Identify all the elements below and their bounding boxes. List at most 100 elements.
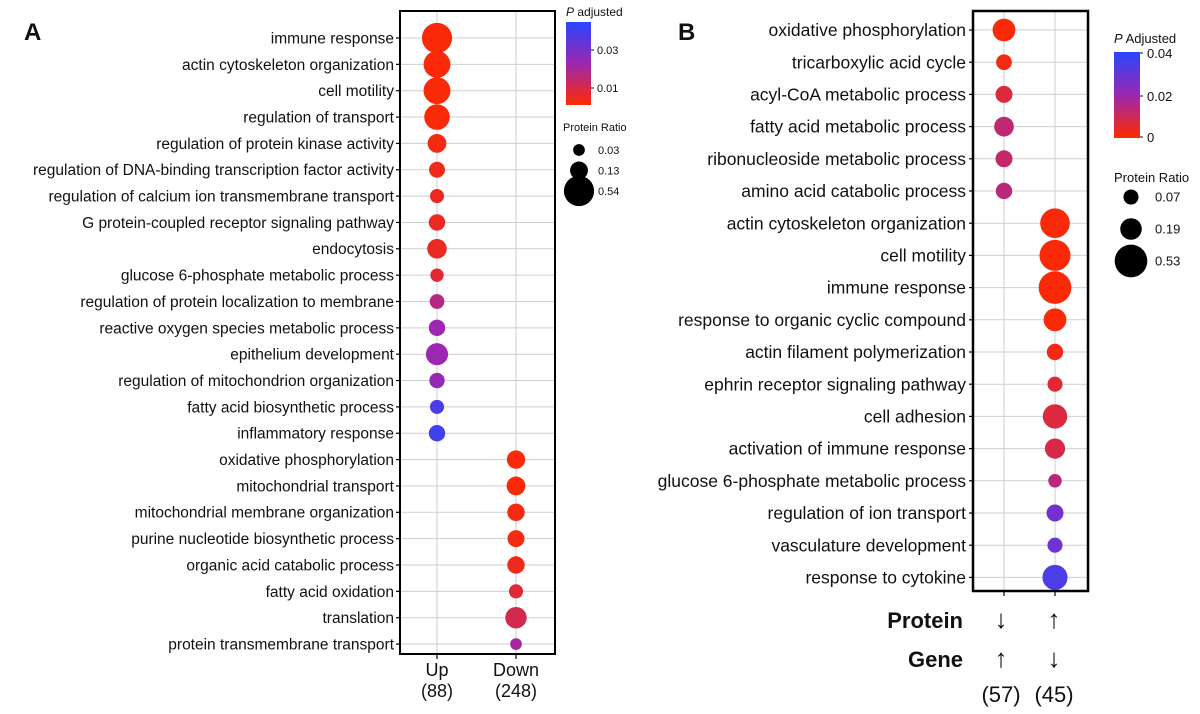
y-tick-label: immune response: [827, 278, 966, 298]
size-legend-label: 0.03: [598, 145, 619, 157]
y-tick-label: regulation of protein localization to me…: [80, 294, 394, 311]
y-tick-label: regulation of ion transport: [768, 503, 967, 523]
y-tick-label: tricarboxylic acid cycle: [792, 52, 966, 72]
protein-direction-col1: ↓: [995, 604, 1008, 634]
enrichment-dot: [1040, 208, 1070, 239]
enrichment-dot: [1044, 438, 1066, 459]
y-tick-label: regulation of transport: [243, 109, 394, 126]
enrichment-dot: [505, 606, 527, 629]
y-tick-label: mitochondrial membrane organization: [135, 505, 394, 522]
enrichment-dot: [510, 638, 522, 650]
size-legend-label: 0.54: [598, 186, 619, 198]
y-tick-label: actin cytoskeleton organization: [182, 57, 394, 74]
panel-b-color-tick: 0.02: [1147, 89, 1172, 104]
panel-a-frame: [399, 10, 556, 655]
y-tick-label: organic acid catabolic process: [186, 557, 394, 574]
panel-a-legend: P adjusted 0.03 0.01 Protein Ratio 0.030…: [563, 5, 627, 207]
enrichment-dot: [506, 476, 526, 496]
y-tick-label: purine nucleotide biosynthetic process: [131, 531, 394, 548]
size-legend-dot: [1120, 218, 1142, 240]
y-tick-label: protein transmembrane transport: [168, 636, 394, 653]
enrichment-dot: [428, 319, 446, 337]
size-legend-label: 0.53: [1155, 254, 1180, 269]
x-tick-label: Down: [493, 660, 539, 680]
enrichment-dot: [1038, 271, 1072, 304]
panel-b-color-legend-title-p: P: [1114, 31, 1123, 46]
panel-b-y-labels: oxidative phosphorylation tricarboxylic a…: [658, 20, 967, 587]
panel-b-frame: [971, 9, 1090, 593]
y-tick-label: cell motility: [880, 246, 966, 266]
y-tick-label: oxidative phosphorylation: [219, 452, 394, 469]
enrichment-dot: [507, 503, 525, 522]
enrichment-dot: [995, 182, 1013, 200]
enrichment-dot: [429, 161, 445, 178]
panel-a-color-legend-title-rest: adjusted: [574, 5, 623, 19]
panel-a-size-legend-title: Protein Ratio: [563, 122, 627, 134]
panel-a-points: [421, 22, 527, 650]
enrichment-dot: [428, 214, 446, 231]
enrichment-dot: [506, 450, 526, 469]
gene-direction-col1: ↑: [995, 643, 1008, 673]
y-tick-label: ephrin receptor signaling pathway: [704, 374, 966, 394]
panel-a-gridlines: [396, 12, 555, 653]
gene-row-label: Gene: [908, 647, 963, 672]
enrichment-dot: [508, 584, 524, 599]
x-tick-label: Up: [425, 660, 448, 680]
panel-b-letter: B: [678, 19, 695, 46]
y-tick-label: response to organic cyclic compound: [678, 310, 966, 330]
enrichment-dot: [428, 425, 446, 442]
panel-b-points: [992, 18, 1072, 590]
panel-a-color-tick: 0.03: [597, 45, 618, 57]
enrichment-dot: [424, 104, 450, 130]
panel-b-size-legend: 0.07 0.19 0.53: [1114, 189, 1180, 278]
enrichment-dot: [1047, 376, 1063, 392]
enrichment-dot: [430, 268, 444, 282]
enrichment-dot: [429, 399, 445, 414]
gene-direction-col2: ↓: [1048, 643, 1061, 673]
y-tick-label: fatty acid metabolic process: [750, 117, 966, 137]
panel-b-color-bar: [1114, 52, 1140, 138]
y-tick-label: cell motility: [318, 83, 394, 100]
x-tick-label: (248): [495, 681, 537, 701]
enrichment-dot: [994, 116, 1014, 137]
enrichment-dot: [427, 134, 447, 153]
panel-b-color-legend-title: P Adjusted: [1114, 31, 1176, 46]
y-tick-label: mitochondrial transport: [236, 478, 394, 495]
panel-a-plot: immune response actin cytoskeleton organi…: [33, 10, 556, 701]
panel-a-color-bar: [566, 22, 591, 105]
x-tick-label: (88): [421, 681, 453, 701]
enrichment-dot: [421, 22, 453, 54]
protein-row-label: Protein: [887, 608, 963, 633]
y-tick-label: inflammatory response: [237, 426, 394, 443]
panel-b-color-tick: 0: [1147, 130, 1154, 145]
y-tick-label: actin filament polymerization: [745, 342, 966, 362]
panel-a-color-legend-title: P adjusted: [566, 5, 623, 19]
panel-a-x-labels: Up(88) Down(248): [421, 654, 539, 701]
y-tick-label: fatty acid oxidation: [266, 584, 394, 601]
enrichment-dot: [995, 150, 1013, 168]
enrichment-dot: [429, 189, 445, 204]
enrichment-dot: [995, 85, 1013, 103]
count-col1: (57): [981, 682, 1020, 707]
y-tick-label: regulation of mitochondrion organization: [118, 373, 394, 390]
y-tick-label: oxidative phosphorylation: [769, 20, 967, 40]
panel-a-size-legend: 0.03 0.13 0.54: [563, 144, 619, 207]
y-tick-label: glucose 6-phosphate metabolic process: [658, 471, 967, 491]
y-tick-label: regulation of calcium ion transmembrane …: [49, 189, 395, 206]
panel-a-color-tick: 0.01: [597, 83, 618, 95]
y-tick-label: ribonucleoside metabolic process: [707, 149, 966, 169]
panel-b-plot: oxidative phosphorylation tricarboxylic a…: [658, 9, 1090, 596]
enrichment-dot: [1043, 308, 1067, 332]
panel-a-color-legend-title-p: P: [566, 5, 574, 19]
enrichment-dot: [1046, 343, 1064, 361]
count-col2: (45): [1034, 682, 1073, 707]
enrichment-dot: [507, 530, 525, 548]
y-tick-label: acyl-CoA metabolic process: [750, 85, 966, 105]
y-tick-label: regulation of DNA-binding transcription …: [33, 162, 394, 179]
y-tick-label: response to cytokine: [805, 568, 966, 588]
y-tick-label: fatty acid biosynthetic process: [187, 399, 394, 416]
panel-b-x-annotation: Protein Gene ↓ ↑ ↑ ↓ (57) (45): [887, 604, 1073, 707]
size-legend-dot: [570, 161, 588, 180]
enrichment-dot: [429, 294, 445, 309]
